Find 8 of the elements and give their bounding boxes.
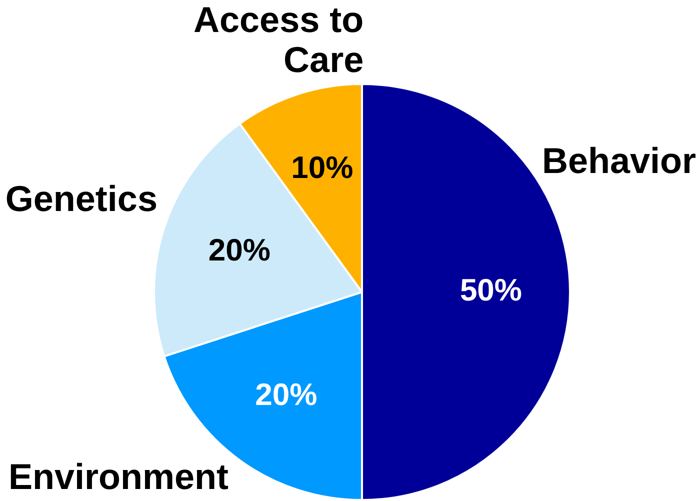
data-label: 50% [460, 272, 522, 308]
data-label: 10% [291, 150, 354, 185]
data-label: 20% [208, 232, 270, 268]
slice-label: Access to Care [194, 0, 364, 80]
slice-label: Environment [8, 456, 229, 497]
data-label: 20% [255, 376, 318, 412]
slice-label: Genetics [5, 178, 158, 219]
slice-label: Behavior [542, 140, 696, 182]
